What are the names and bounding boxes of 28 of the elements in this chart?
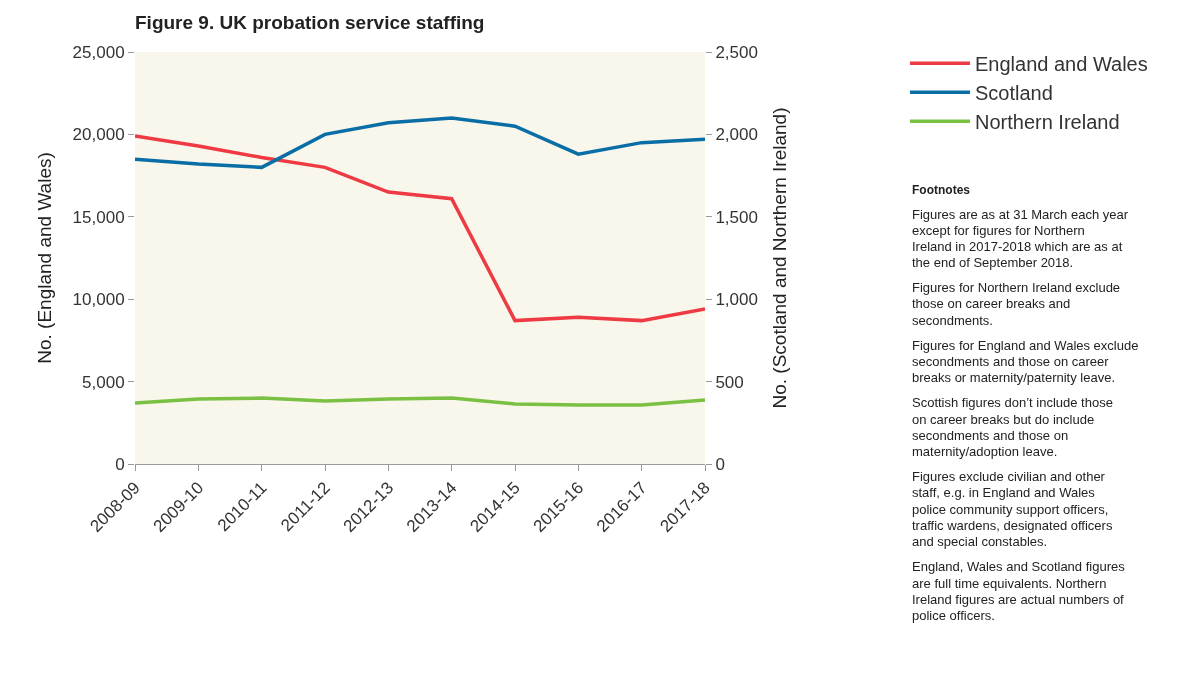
y-tick-label: 10,000 — [72, 290, 125, 310]
y2-tick-label: 0 — [715, 454, 725, 474]
y-axis-title: No. (England and Wales) — [34, 152, 56, 364]
y-tick-label: 0 — [115, 454, 125, 474]
y2-tick-label: 1,500 — [715, 207, 758, 227]
legend-label: England and Wales — [975, 53, 1148, 76]
y-tick-label: 5,000 — [82, 372, 125, 392]
text: England, Wales and Scotland figures are full time equivalents. Northern Ireland figures are actual numbers of police officers. — [912, 559, 1126, 623]
y2-tick-label: 500 — [715, 372, 744, 392]
y-tick-label: 20,000 — [72, 125, 125, 145]
legend-label: Northern Ireland — [975, 111, 1120, 134]
line-series — [135, 396, 705, 407]
text: Figures for Northern Ireland exclude those on career breaks and secondments. — [912, 280, 1121, 328]
y2-tick-label: 2,000 — [715, 125, 758, 145]
line-series — [135, 134, 705, 323]
y2-axis-title: No. (Scotland and Northern Ireland) — [768, 107, 790, 409]
chart-title: Figure 9. UK probation service staffing — [135, 11, 485, 33]
y-tick-label: 25,000 — [72, 42, 125, 62]
y2-tick-label: 1,000 — [715, 290, 758, 310]
line-series — [135, 116, 705, 170]
text: Figures for England and Wales exclude secondments and those on career breaks or maternity/paternity leave. — [912, 338, 1139, 385]
text: Figures exclude civilian and other staff, e.g. in England and Wales police community support officers, traffic wardens, designated officers and special constables. — [912, 469, 1113, 549]
y-tick-label: 15,000 — [72, 207, 125, 227]
text: Figures are as at 31 March each year except for figures for Northern Ireland in 2017-2018 which are as at the end of September 2018. — [912, 207, 1129, 270]
y2-tick-label: 2,500 — [715, 42, 758, 62]
legend-label: Scotland — [975, 82, 1053, 105]
text: Footnotes — [912, 183, 971, 197]
text: Scottish figures don’t include those on career breaks but do include secondments and those on maternity/adoption leave. — [912, 395, 1113, 459]
